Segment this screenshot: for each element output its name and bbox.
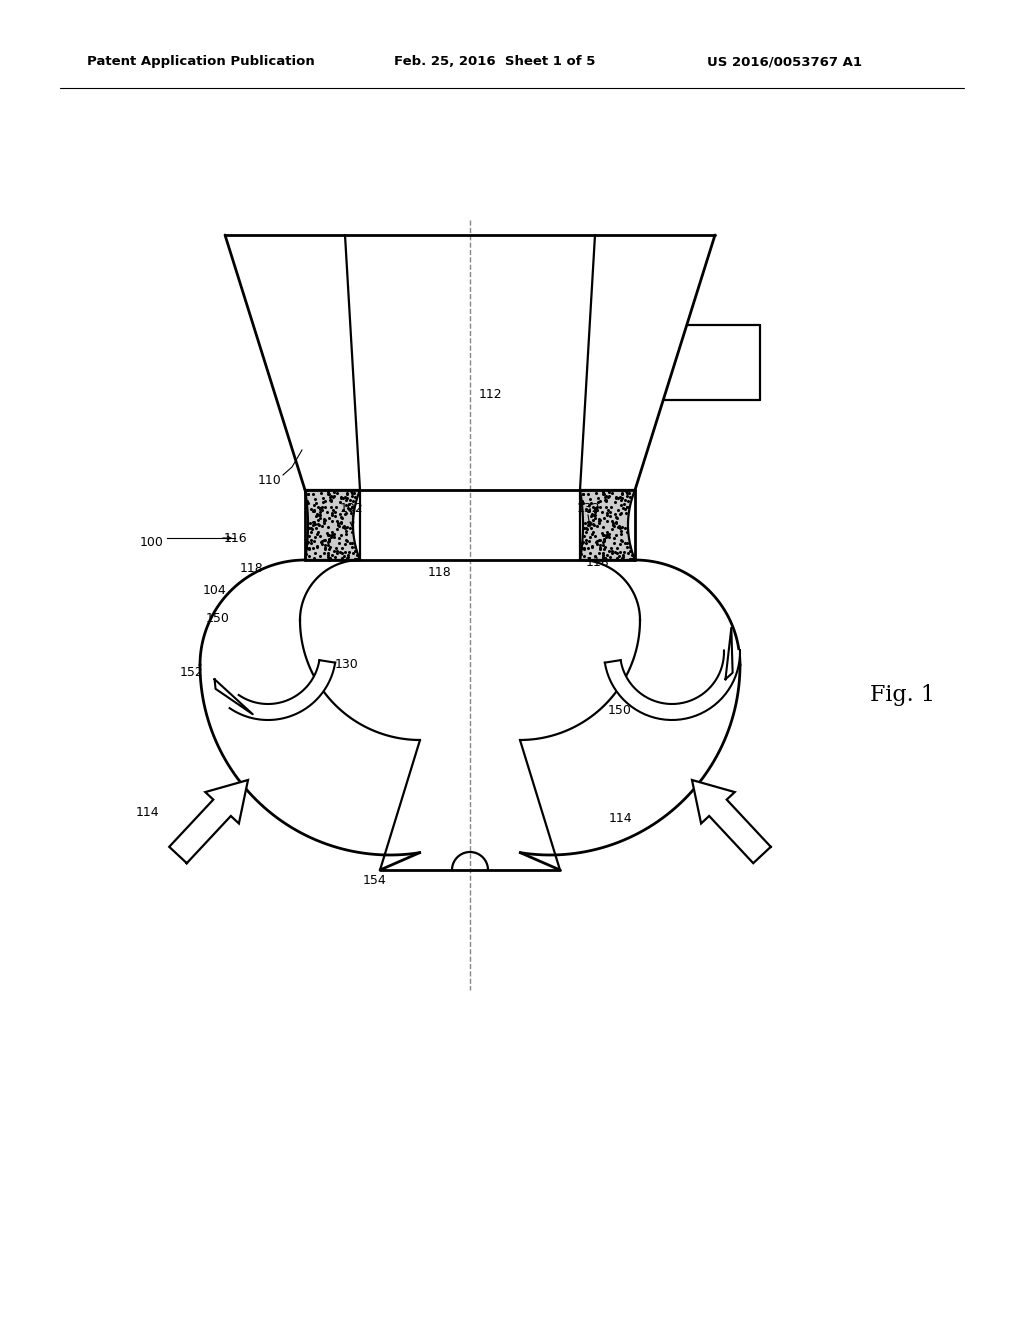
Text: 110: 110	[258, 474, 282, 487]
Text: 114: 114	[608, 812, 632, 825]
Text: Feb. 25, 2016  Sheet 1 of 5: Feb. 25, 2016 Sheet 1 of 5	[394, 55, 596, 69]
Polygon shape	[725, 628, 732, 680]
Text: 150: 150	[608, 704, 632, 717]
Text: 114: 114	[135, 805, 159, 818]
Polygon shape	[305, 490, 360, 560]
Text: 118: 118	[428, 565, 452, 578]
Polygon shape	[605, 649, 740, 719]
Text: 132: 132	[577, 502, 600, 515]
Text: 100: 100	[140, 536, 164, 549]
Text: 102: 102	[340, 502, 364, 515]
Polygon shape	[692, 780, 771, 863]
Text: Fig. 1: Fig. 1	[870, 684, 935, 706]
Text: 130: 130	[335, 659, 358, 672]
Text: 152: 152	[180, 665, 204, 678]
Text: 112: 112	[478, 388, 502, 401]
Text: 118: 118	[586, 557, 610, 569]
Polygon shape	[215, 680, 253, 714]
Text: 104: 104	[203, 583, 227, 597]
Polygon shape	[169, 780, 248, 863]
Text: US 2016/0053767 A1: US 2016/0053767 A1	[707, 55, 861, 69]
Text: Patent Application Publication: Patent Application Publication	[87, 55, 314, 69]
Polygon shape	[229, 660, 335, 719]
Polygon shape	[580, 490, 635, 560]
Text: 118: 118	[240, 561, 264, 574]
Text: 154: 154	[364, 874, 387, 887]
Text: 150: 150	[206, 611, 230, 624]
Text: 116: 116	[223, 532, 247, 544]
